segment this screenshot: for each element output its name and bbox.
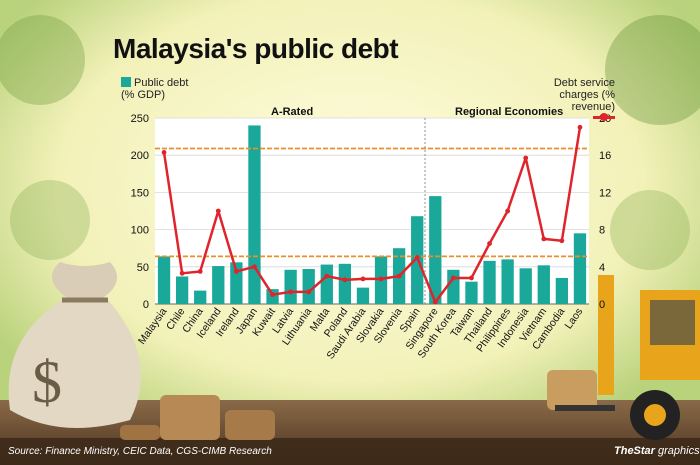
bar-indonesia: [519, 268, 532, 304]
line-point-singapore: [432, 299, 438, 305]
source-note: Source: Finance Ministry, CEIC Data, CGS…: [8, 446, 272, 457]
line-point-indonesia: [523, 155, 529, 161]
line-point-laos: [577, 124, 583, 130]
bar-poland: [338, 263, 352, 304]
line-point-philippines: [505, 208, 511, 214]
y-right-tick-1: 4: [599, 262, 605, 274]
chart-title: Malaysia's public debt: [113, 33, 399, 64]
line-point-saudi-arabia: [360, 276, 366, 282]
y-right-tick-0: 0: [599, 299, 605, 311]
line-point-slovenia: [396, 273, 402, 279]
debt-service-line: [162, 127, 582, 304]
y-left-tick-2: 100: [131, 225, 149, 237]
bar-cambodia: [555, 277, 569, 304]
y-right-tick-3: 12: [599, 187, 611, 199]
y-left-tick-3: 150: [131, 187, 149, 199]
brand-main: TheStar: [614, 445, 655, 457]
section-label-a-rated: A-Rated: [271, 106, 314, 118]
legend-line-swatch: [593, 113, 615, 121]
bar-thailand: [483, 260, 496, 304]
svg-text:$: $: [32, 349, 62, 415]
bar-malta: [320, 264, 333, 304]
line-point-vietnam: [541, 236, 547, 242]
legend-bar: Public debt (% GDP): [121, 77, 188, 101]
line-point-malta: [324, 273, 330, 279]
bar-laos: [573, 233, 587, 304]
line-point-taiwan: [469, 275, 474, 281]
y-left-tick-5: 250: [131, 113, 149, 125]
line-point-lithuania: [306, 289, 312, 295]
bar-latvia: [284, 269, 297, 304]
y-right-tick-2: 8: [599, 225, 605, 237]
bar-philippines: [501, 259, 514, 304]
line-point-south-korea: [450, 275, 456, 281]
y-right-tick-4: 16: [599, 150, 611, 162]
bar-ireland: [230, 262, 243, 304]
line-point-spain: [414, 255, 420, 260]
bar-lithuania: [302, 269, 315, 304]
brand-logo: TheStar graphics: [614, 445, 700, 457]
bar-vietnam: [537, 265, 550, 304]
line-point-latvia: [288, 289, 294, 295]
y-left-tick-0: 0: [143, 299, 149, 311]
bar-singapore: [429, 196, 442, 304]
legend-bar-swatch: [121, 77, 131, 87]
legend-line-label: Debt service charges (% revenue): [553, 77, 615, 113]
coin-stack-icon: [120, 370, 597, 440]
y-left-tick-1: 50: [137, 262, 149, 274]
line-point-japan: [252, 264, 257, 270]
bar-taiwan: [465, 281, 478, 304]
line-point-poland: [342, 277, 348, 283]
line-point-kuwait: [270, 292, 275, 298]
bar-saudi-arabia: [356, 287, 370, 304]
y-left-tick-4: 200: [131, 150, 149, 162]
line-point-slovakia: [378, 276, 384, 282]
section-label-regional: Regional Economies: [455, 106, 564, 118]
line-point-ireland: [233, 269, 239, 274]
line-point-cambodia: [559, 238, 565, 244]
bar-south-korea: [447, 269, 460, 304]
bar-chile: [175, 276, 189, 304]
bar-malaysia: [157, 256, 171, 304]
bar-iceland: [212, 266, 225, 304]
money-bag-icon: $: [8, 262, 141, 428]
line-point-china: [197, 269, 203, 274]
line-point-chile: [179, 270, 185, 276]
line-point-malaysia: [161, 150, 167, 155]
bar-japan: [248, 125, 261, 304]
line-point-iceland: [215, 208, 221, 214]
brand-suffix: graphics: [658, 445, 700, 457]
bar-china: [194, 290, 207, 304]
line-point-thailand: [487, 241, 492, 246]
legend-line: Debt service charges (% revenue): [515, 77, 615, 125]
forklift-icon: [555, 275, 700, 440]
x-label-laos: Laos: [563, 306, 586, 332]
legend-bar-label: Public debt (% GDP): [121, 77, 189, 101]
